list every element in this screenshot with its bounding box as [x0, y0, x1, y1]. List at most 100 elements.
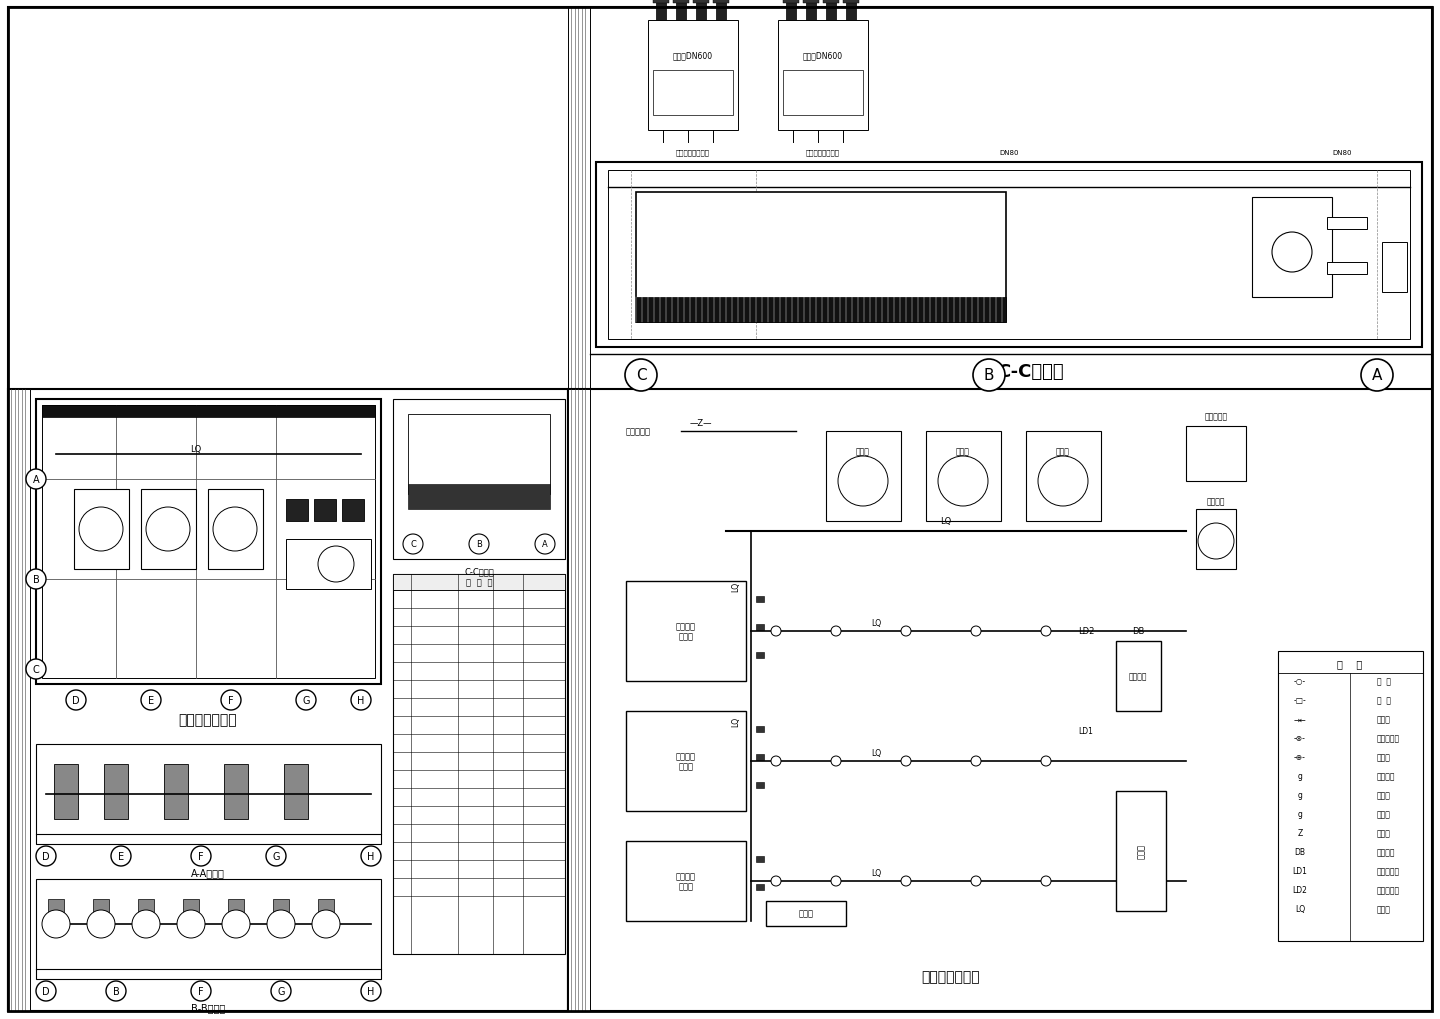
Bar — [1328, 263, 1367, 275]
Bar — [9, 389, 567, 1011]
Circle shape — [36, 981, 56, 1001]
Text: 分水器: 分水器 — [799, 909, 814, 917]
Bar — [778, 21, 868, 130]
Bar — [652, 0, 670, 4]
Bar — [228, 899, 243, 924]
Circle shape — [312, 910, 340, 938]
Text: 分水器DN600: 分水器DN600 — [672, 51, 713, 60]
Text: g: g — [1297, 771, 1302, 781]
Bar — [693, 0, 708, 4]
Bar — [104, 764, 128, 819]
Circle shape — [220, 690, 240, 710]
Circle shape — [222, 910, 251, 938]
Bar — [36, 744, 382, 844]
Circle shape — [132, 910, 160, 938]
Bar — [713, 0, 729, 4]
Text: →←: →← — [1293, 714, 1306, 723]
Circle shape — [937, 457, 988, 506]
Bar — [42, 406, 374, 418]
Circle shape — [403, 535, 423, 554]
Bar — [756, 652, 765, 658]
Circle shape — [901, 627, 912, 637]
Bar — [626, 711, 746, 811]
Bar — [842, 0, 860, 4]
Text: H: H — [357, 695, 364, 705]
Bar — [94, 899, 109, 924]
Circle shape — [26, 570, 46, 589]
Bar — [756, 596, 765, 602]
Text: 分水器接管示意图: 分水器接管示意图 — [675, 150, 710, 156]
Text: DN80: DN80 — [999, 150, 1018, 156]
Circle shape — [297, 690, 315, 710]
Text: 温度计: 温度计 — [1377, 791, 1391, 800]
Text: 水  泵: 水 泵 — [1377, 677, 1391, 686]
Circle shape — [361, 981, 382, 1001]
Bar — [806, 3, 816, 21]
Circle shape — [361, 846, 382, 866]
Text: 集水器DN600: 集水器DN600 — [804, 51, 842, 60]
Text: 冷却塔: 冷却塔 — [956, 447, 971, 457]
Text: -□-: -□- — [1293, 696, 1306, 705]
Text: 图    例: 图 例 — [1338, 658, 1362, 668]
Circle shape — [536, 535, 554, 554]
Circle shape — [1038, 457, 1089, 506]
Text: 冷却塔: 冷却塔 — [855, 447, 870, 457]
Bar — [9, 389, 30, 1011]
Text: 水流开关: 水流开关 — [1377, 771, 1395, 781]
Bar — [567, 8, 590, 389]
Text: DB: DB — [1132, 627, 1145, 636]
Circle shape — [1041, 756, 1051, 766]
Text: B: B — [112, 986, 120, 996]
Bar — [183, 899, 199, 924]
Bar — [141, 489, 196, 570]
Text: 制冷机房平面图: 制冷机房平面图 — [179, 712, 238, 727]
Circle shape — [901, 756, 912, 766]
Text: C: C — [635, 368, 647, 383]
Text: LD2: LD2 — [1293, 886, 1308, 895]
Text: A-A剪示图: A-A剪示图 — [192, 867, 225, 877]
Circle shape — [66, 690, 86, 710]
Text: 制冷机组
（小）: 制冷机组 （小） — [675, 871, 696, 891]
Text: 冷冻水回水: 冷冻水回水 — [1377, 886, 1400, 895]
Text: LQ: LQ — [1295, 905, 1305, 914]
Text: 冷却水: 冷却水 — [1377, 905, 1391, 914]
Text: B: B — [33, 575, 39, 585]
Text: B-B剪示图: B-B剪示图 — [192, 1002, 225, 1012]
Bar — [766, 901, 847, 926]
Circle shape — [177, 910, 204, 938]
Circle shape — [1198, 524, 1234, 559]
Text: H: H — [367, 851, 374, 861]
Circle shape — [42, 910, 71, 938]
Bar — [596, 163, 1423, 347]
Bar — [626, 582, 746, 682]
Text: 软化水装置: 软化水装置 — [1204, 412, 1227, 421]
Bar — [756, 727, 765, 733]
Text: 制冷机组
（大）: 制冷机组 （大） — [675, 622, 696, 641]
Text: C-C剪示图: C-C剪示图 — [464, 567, 494, 576]
Text: DN80: DN80 — [1332, 150, 1352, 156]
Bar — [408, 415, 550, 494]
Bar — [657, 3, 667, 21]
Circle shape — [318, 546, 354, 583]
Bar — [847, 3, 855, 21]
Circle shape — [831, 756, 841, 766]
Bar — [207, 489, 264, 570]
Bar — [287, 499, 308, 522]
Text: 自来水补水: 自来水补水 — [626, 427, 651, 436]
Bar — [1382, 243, 1407, 292]
Bar — [636, 193, 1007, 323]
Bar — [756, 783, 765, 789]
Bar — [36, 879, 382, 979]
Circle shape — [831, 627, 841, 637]
Bar — [42, 406, 374, 679]
Text: LQ: LQ — [732, 716, 740, 727]
Text: 集水器: 集水器 — [1136, 844, 1145, 859]
Circle shape — [625, 360, 657, 391]
Bar — [756, 754, 765, 760]
Bar — [73, 489, 130, 570]
Bar — [1197, 510, 1236, 570]
Bar — [314, 499, 336, 522]
Bar — [225, 764, 248, 819]
Bar — [672, 0, 688, 4]
Circle shape — [266, 846, 287, 866]
